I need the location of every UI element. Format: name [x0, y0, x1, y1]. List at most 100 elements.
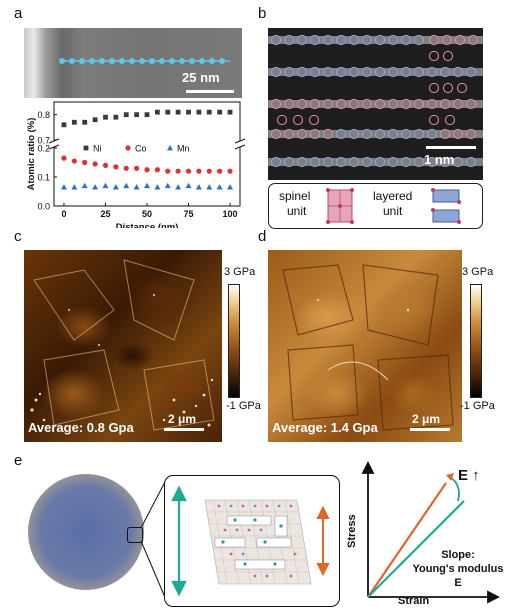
- data-point-ni: [175, 109, 181, 115]
- layered-site: [283, 156, 295, 168]
- chart-a: 0.7 0.8 0.0 0.1 0.2 0 25 50 75 100 Distance (nm) At…: [26, 101, 246, 228]
- x-tick-label: 0: [61, 209, 66, 219]
- spinel-site: [467, 34, 479, 46]
- data-point-ni: [134, 112, 140, 118]
- layered-site: [400, 128, 412, 140]
- layered-site: [322, 156, 334, 168]
- colorbar-max-d: 3 GPa: [462, 266, 494, 278]
- layered-site: [426, 128, 438, 140]
- data-point-co: [206, 168, 212, 174]
- spinel-site: [292, 114, 304, 126]
- layered-site: [335, 128, 347, 140]
- data-point-ni: [61, 122, 67, 128]
- spinel-label-line1: spinel: [279, 189, 311, 203]
- data-point-co: [61, 155, 67, 161]
- spinel-site: [426, 98, 438, 110]
- data-point-mn: [71, 184, 78, 190]
- spinel-site: [465, 98, 477, 110]
- data-point-ni: [103, 114, 108, 120]
- spinel-site: [413, 98, 425, 110]
- layered-site: [374, 128, 386, 140]
- layered-site: [270, 66, 282, 78]
- y-tick-label: 0.8: [37, 110, 50, 120]
- layered-site: [361, 128, 373, 140]
- spinel-site: [283, 128, 295, 140]
- layered-site: [400, 66, 412, 78]
- colorbar-min-c: -1 GPa: [226, 400, 261, 412]
- layered-site: [348, 66, 360, 78]
- spinel-site: [308, 114, 320, 126]
- layered-unit-icon: [431, 188, 461, 224]
- colorbar-max-c: 3 GPa: [224, 266, 256, 278]
- layered-site: [322, 66, 334, 78]
- data-point-co: [134, 165, 140, 171]
- spinel-site: [309, 98, 321, 110]
- layered-site: [296, 156, 308, 168]
- data-point-mn: [133, 184, 140, 190]
- layered-site: [439, 66, 451, 78]
- scalebar-b: [426, 146, 476, 149]
- zoom-connector: [140, 477, 168, 603]
- zoom-panel: [164, 475, 340, 607]
- stem-image-a: 25 nm: [24, 28, 242, 98]
- layered-site: [387, 156, 399, 168]
- spinel-site: [456, 82, 468, 94]
- layered-site: [400, 156, 412, 168]
- data-point-mn: [154, 184, 161, 190]
- teal-line: [367, 500, 465, 598]
- spinel-site: [335, 98, 347, 110]
- legend-label: Ni: [93, 144, 102, 154]
- layered-site: [283, 66, 295, 78]
- data-point-ni: [123, 112, 129, 118]
- data-point-co: [102, 162, 109, 168]
- orange-line: [367, 482, 447, 598]
- layered-site: [361, 156, 373, 168]
- data-point-co: [113, 164, 119, 170]
- layered-site: [309, 66, 321, 78]
- layered-site: [387, 128, 399, 140]
- layered-site: [413, 34, 425, 46]
- layered-site: [335, 66, 347, 78]
- slope-label: Slope: Young's modulus E: [412, 548, 504, 590]
- strain-label: Strain: [398, 595, 430, 607]
- spinel-site: [400, 98, 412, 110]
- slope-line-2: Young's modulus E: [412, 563, 504, 589]
- data-point-ni: [144, 112, 150, 118]
- axis-break-mark: [48, 144, 60, 150]
- average-label-d: Average: 1.4 Gpa: [272, 420, 378, 435]
- data-point-ni: [227, 109, 233, 115]
- data-point-ni: [92, 117, 98, 123]
- data-point-mn: [216, 184, 223, 190]
- data-point-co: [175, 168, 181, 174]
- legend-marker: [125, 145, 131, 151]
- data-point-ni: [196, 109, 202, 115]
- y-tick-label: 0.7: [37, 136, 50, 146]
- layered-site: [452, 156, 464, 168]
- spinel-site: [428, 50, 440, 62]
- data-point-co: [165, 168, 171, 174]
- layered-site: [465, 66, 477, 78]
- layered-site: [465, 156, 477, 168]
- data-point-ni: [71, 119, 77, 125]
- layered-site: [348, 128, 360, 140]
- spinel-site: [296, 128, 308, 140]
- scalebar-label-b: 1 nm: [424, 152, 455, 167]
- legend-marker: [83, 145, 89, 151]
- spinel-unit-label: spinel unit: [279, 189, 310, 219]
- data-point-co: [92, 161, 98, 167]
- spinel-site: [452, 128, 464, 140]
- layered-site: [413, 66, 425, 78]
- layered-site: [270, 34, 282, 46]
- layered-site: [439, 156, 451, 168]
- x-tick-label: 25: [100, 209, 110, 219]
- modulus-map-c: Average: 0.8 Gpa 2 μm: [24, 250, 222, 442]
- layered-site: [296, 66, 308, 78]
- teal-double-arrow: [171, 485, 187, 597]
- y-axis-label: Atomic ratio (%): [26, 118, 37, 191]
- layered-site: [387, 34, 399, 46]
- spinel-site: [452, 98, 464, 110]
- spinel-site: [454, 34, 466, 46]
- layered-site: [348, 156, 360, 168]
- data-point-mn: [144, 182, 150, 189]
- layered-label-line1: layered: [373, 189, 413, 203]
